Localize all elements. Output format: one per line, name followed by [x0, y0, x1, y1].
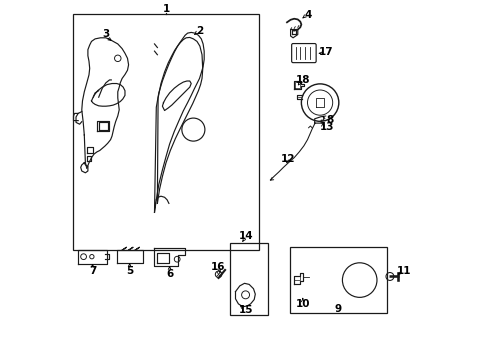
Text: 13: 13	[319, 122, 333, 132]
Text: 14: 14	[239, 231, 253, 241]
Text: 7: 7	[89, 266, 96, 276]
Text: 8: 8	[326, 114, 333, 125]
Text: 18: 18	[295, 75, 309, 85]
Bar	[230, 243, 267, 315]
Text: 16: 16	[210, 262, 224, 272]
Text: 10: 10	[295, 299, 309, 309]
Text: 2: 2	[196, 26, 203, 36]
Text: 12: 12	[281, 154, 295, 164]
Text: 15: 15	[239, 305, 253, 315]
Bar	[289, 247, 386, 313]
Text: 4: 4	[305, 10, 312, 20]
Text: 6: 6	[165, 269, 173, 279]
Text: 11: 11	[396, 266, 410, 276]
Text: 1: 1	[162, 4, 169, 14]
Text: 3: 3	[102, 29, 109, 39]
Text: 9: 9	[334, 303, 341, 314]
Bar	[73, 14, 258, 250]
Text: 5: 5	[126, 266, 133, 276]
Text: 17: 17	[319, 47, 333, 57]
